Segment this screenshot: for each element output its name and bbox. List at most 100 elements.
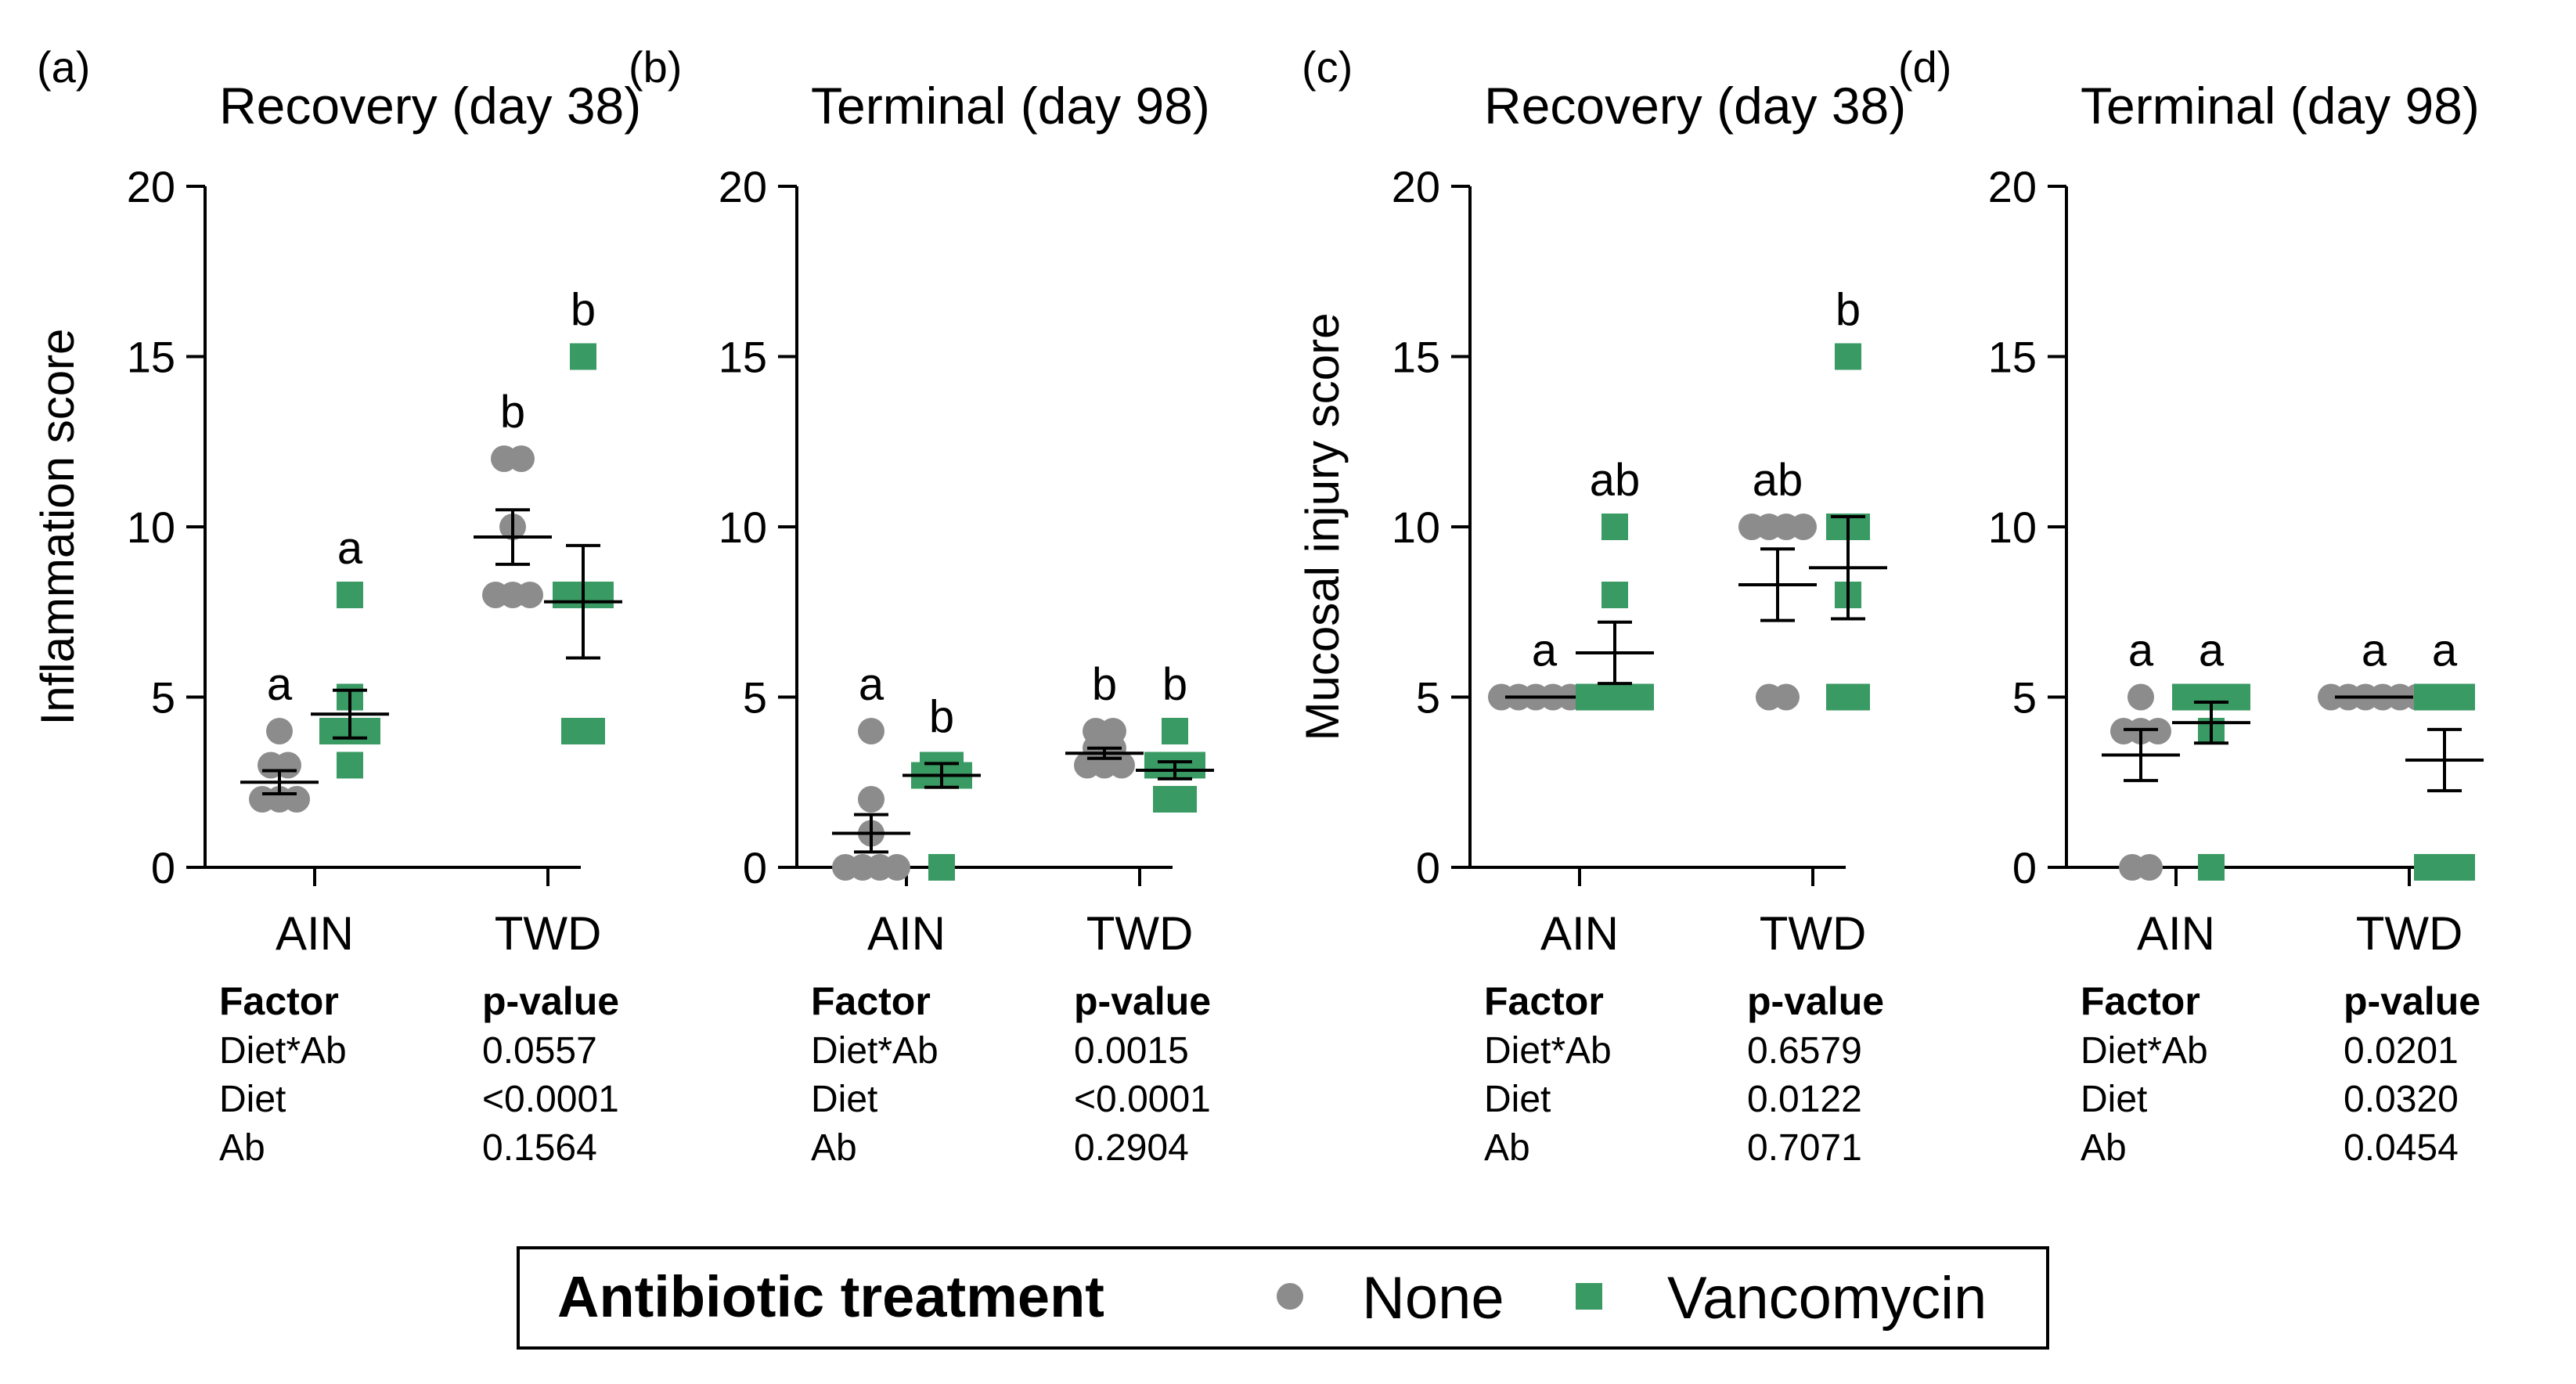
y-tick-label: 0 [1416, 843, 1440, 892]
table-cell-factor: Ab [2081, 1127, 2127, 1169]
table-header-factor: Factor [811, 979, 931, 1023]
legend-label-vancomycin: Vancomycin [1667, 1265, 1987, 1332]
table-cell-factor: Diet [1484, 1079, 1551, 1120]
data-point-none [283, 786, 310, 813]
table-cell-pvalue: 0.0454 [2344, 1127, 2459, 1169]
legend-box [517, 1246, 2049, 1350]
data-point-none [2145, 718, 2171, 744]
table-cell-pvalue: <0.0001 [482, 1079, 619, 1120]
significance-letter: ab [1590, 455, 1641, 506]
significance-letter: a [2128, 625, 2154, 676]
table-header-pvalue: p-value [1747, 979, 1884, 1023]
table-cell-pvalue: 0.7071 [1747, 1127, 1862, 1169]
data-point-vancomycin [1601, 582, 1628, 608]
table-cell-pvalue: 0.0201 [2344, 1030, 2459, 1072]
data-point-vancomycin [337, 751, 363, 779]
x-tick-label: AIN [1540, 907, 1619, 960]
x-tick-label: AIN [2137, 907, 2215, 960]
data-point-vancomycin [1627, 683, 1654, 711]
data-point-vancomycin [1162, 718, 1188, 744]
data-point-none [266, 718, 293, 744]
y-tick-label: 15 [1988, 333, 2037, 382]
x-tick-label: AIN [867, 907, 946, 960]
significance-letter: b [929, 691, 954, 742]
data-point-vancomycin [587, 582, 614, 608]
legend-marker-none [1277, 1283, 1303, 1310]
x-tick-label: TWD [1086, 907, 1194, 960]
x-tick-label: AIN [276, 907, 354, 960]
data-point-vancomycin [578, 718, 605, 744]
table-header-pvalue: p-value [482, 979, 619, 1023]
significance-letter: b [1092, 659, 1117, 710]
table-header-pvalue: p-value [1074, 979, 1211, 1023]
panel-letter: (a) [37, 42, 90, 92]
x-tick-label: TWD [1760, 907, 1867, 960]
data-point-none [884, 854, 910, 881]
data-point-vancomycin [1179, 751, 1205, 779]
data-point-vancomycin [2198, 854, 2225, 881]
table-cell-factor: Diet*Ab [811, 1030, 939, 1072]
table-cell-pvalue: 0.0557 [482, 1030, 597, 1072]
y-tick-label: 10 [1988, 503, 2037, 552]
y-axis-label: Mucosal injury score [1296, 313, 1349, 741]
data-point-none [1773, 683, 1800, 711]
data-point-vancomycin [2224, 683, 2250, 711]
legend-title: Antibiotic treatment [557, 1264, 1104, 1329]
y-tick-label: 10 [1392, 503, 1440, 552]
y-tick-label: 15 [127, 333, 175, 382]
data-point-vancomycin [1170, 786, 1197, 813]
panel-a: (a) Recovery (day 38) Inflammation score 0 5… [31, 42, 641, 1169]
table-cell-pvalue: 0.0015 [1074, 1030, 1189, 1072]
y-tick-label: 5 [151, 673, 175, 723]
y-tick-label: 10 [127, 503, 175, 552]
table-cell-pvalue: 0.1564 [482, 1127, 597, 1169]
data-point-vancomycin [928, 854, 955, 881]
panel-letter: (d) [1898, 42, 1951, 92]
panel-title: Terminal (day 98) [811, 77, 1210, 135]
data-point-none [508, 445, 535, 472]
data-point-none [2136, 854, 2163, 881]
data-point-vancomycin [2448, 683, 2475, 711]
significance-letter: a [2362, 625, 2387, 676]
table-cell-factor: Ab [219, 1127, 265, 1169]
table-header-factor: Factor [1484, 979, 1604, 1023]
data-point-none [858, 786, 884, 813]
y-tick-label: 15 [1392, 333, 1440, 382]
data-point-vancomycin [570, 343, 596, 370]
data-point-none [1790, 514, 1817, 540]
table-cell-factor: Diet [811, 1079, 877, 1120]
data-point-vancomycin [337, 582, 363, 608]
legend-marker-vancomycin [1576, 1283, 1602, 1310]
significance-letter: ab [1753, 455, 1803, 506]
significance-letter: b [1836, 285, 1861, 336]
data-point-vancomycin [1601, 514, 1628, 540]
y-tick-label: 0 [151, 843, 175, 892]
table-cell-factor: Diet*Ab [219, 1030, 347, 1072]
significance-letter: b [571, 285, 596, 336]
y-tick-label: 10 [719, 503, 767, 552]
data-point-none [1100, 718, 1126, 744]
y-tick-label: 20 [719, 162, 767, 211]
panel-title: Recovery (day 38) [219, 77, 641, 135]
data-point-none [517, 582, 543, 608]
significance-letter: a [1532, 625, 1558, 676]
table-cell-factor: Diet*Ab [1484, 1030, 1612, 1072]
table-header-pvalue: p-value [2344, 979, 2481, 1023]
table-cell-factor: Ab [811, 1127, 857, 1169]
table-cell-pvalue: 0.6579 [1747, 1030, 1862, 1072]
table-cell-pvalue: 0.0320 [2344, 1079, 2459, 1120]
table-cell-factor: Diet*Ab [2081, 1030, 2208, 1072]
panel-letter: (b) [629, 42, 682, 92]
data-point-vancomycin [1835, 343, 1861, 370]
y-tick-label: 5 [743, 673, 767, 723]
x-tick-label: TWD [495, 907, 602, 960]
table-header-factor: Factor [219, 979, 339, 1023]
data-point-vancomycin [1843, 683, 1870, 711]
significance-letter: a [859, 659, 884, 710]
x-tick-label: TWD [2356, 907, 2463, 960]
data-point-vancomycin [2448, 854, 2475, 881]
table-cell-factor: Ab [1484, 1127, 1530, 1169]
significance-letter: b [500, 387, 525, 438]
